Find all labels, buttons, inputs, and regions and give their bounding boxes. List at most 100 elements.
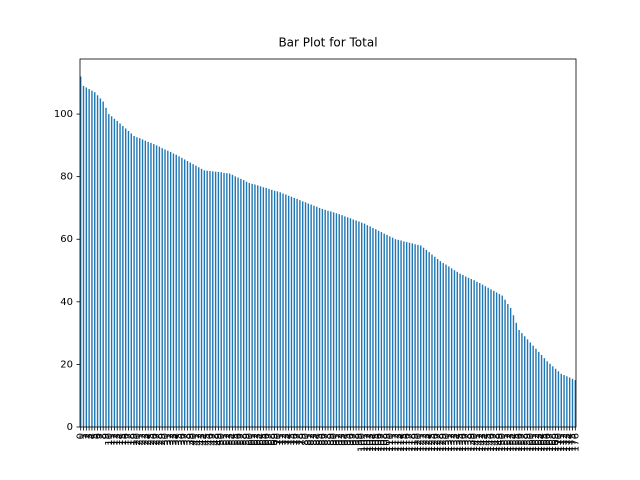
- x-tick-label: 99: [354, 433, 365, 446]
- bar: [183, 159, 186, 427]
- bar: [240, 178, 242, 427]
- x-tick-label: 83: [309, 433, 320, 446]
- x-tick-label: 79: [298, 433, 309, 446]
- bar: [136, 137, 138, 427]
- x-tick-label: 173: [562, 433, 573, 452]
- bar: [366, 225, 369, 427]
- x-tick-label: 13: [112, 433, 123, 446]
- x-tick-label: 147: [489, 433, 500, 452]
- bar: [389, 236, 391, 427]
- bar: [363, 223, 366, 427]
- bar: [383, 233, 385, 427]
- bar: [321, 208, 324, 427]
- bar: [358, 221, 360, 427]
- bar: [450, 268, 453, 427]
- bar: [158, 146, 161, 427]
- bar: [372, 227, 374, 427]
- bar: [335, 213, 338, 427]
- bar: [113, 118, 116, 427]
- bar: [563, 375, 565, 427]
- x-tick-label: 158: [520, 433, 531, 452]
- x-tick-label: 110: [385, 433, 396, 452]
- bar: [96, 95, 99, 427]
- x-tick-label: 136: [458, 433, 469, 452]
- x-tick-label: 91: [331, 433, 342, 446]
- bar: [324, 209, 326, 427]
- x-tick-label: 81: [303, 433, 314, 446]
- bar: [102, 101, 104, 427]
- bar: [130, 133, 132, 427]
- bar: [375, 229, 377, 427]
- bar: [476, 281, 478, 427]
- x-tick-label: 159: [523, 433, 534, 452]
- x-tick-label: 30: [160, 433, 171, 446]
- x-tick-label: 84: [312, 433, 323, 446]
- bar: [400, 240, 402, 427]
- bar: [445, 264, 447, 427]
- y-tick-label: 0: [67, 422, 73, 433]
- bar: [195, 165, 197, 427]
- bar: [282, 193, 284, 427]
- x-tick-label: 172: [559, 433, 570, 452]
- bar: [99, 98, 102, 427]
- x-tick-label: 95: [343, 433, 354, 446]
- bar: [557, 371, 560, 427]
- bar: [147, 141, 149, 427]
- x-tick-label: 92: [334, 433, 345, 446]
- bar: [257, 185, 259, 427]
- bar: [417, 244, 419, 427]
- x-tick-label: 9: [101, 433, 112, 439]
- bar: [248, 182, 251, 427]
- bar: [338, 214, 340, 427]
- bar: [265, 187, 267, 427]
- bar: [153, 144, 155, 427]
- x-tick-label: 2: [81, 433, 92, 439]
- bar: [212, 171, 214, 427]
- x-tick-label: 106: [374, 433, 385, 452]
- bar: [571, 378, 574, 427]
- x-tick-label: 146: [486, 433, 497, 452]
- x-tick-label: 151: [500, 433, 511, 452]
- bar: [330, 211, 332, 427]
- bar: [540, 355, 543, 427]
- bar: [361, 222, 363, 427]
- x-tick-label: 128: [435, 433, 446, 452]
- bar: [507, 304, 509, 427]
- x-tick-label: 164: [537, 433, 548, 452]
- bar: [290, 196, 293, 427]
- x-tick-label: 145: [483, 433, 494, 452]
- bar: [349, 218, 352, 427]
- bar: [262, 187, 265, 427]
- x-tick-label: 22: [138, 433, 149, 446]
- bar: [189, 162, 192, 427]
- x-tick-label: 174: [565, 433, 576, 452]
- bar: [543, 358, 546, 427]
- x-tick-label: 143: [478, 433, 489, 452]
- bar: [273, 190, 276, 427]
- x-tick-label: 90: [329, 433, 340, 446]
- x-tick-label: 113: [393, 433, 404, 452]
- x-tick-label: 68: [267, 433, 278, 446]
- bar: [344, 216, 346, 427]
- bar: [203, 170, 206, 427]
- x-tick-label: 59: [242, 433, 253, 446]
- bar: [217, 171, 220, 427]
- x-tick-label: 38: [182, 433, 193, 446]
- x-tick-label: 148: [492, 433, 503, 452]
- bar: [456, 271, 458, 427]
- x-tick-label: 76: [289, 433, 300, 446]
- x-tick-label: 77: [292, 433, 303, 446]
- x-tick-label: 31: [163, 433, 174, 446]
- bar: [150, 142, 152, 427]
- bar: [116, 120, 118, 428]
- x-tick-label: 103: [365, 433, 376, 452]
- x-tick-label: 33: [168, 433, 179, 446]
- x-tick-label: 163: [534, 433, 545, 452]
- bar: [186, 161, 189, 427]
- x-tick-label: 125: [427, 433, 438, 452]
- bar: [560, 373, 562, 427]
- x-tick-label: 78: [295, 433, 306, 446]
- bar: [529, 342, 532, 427]
- bar: [509, 308, 512, 427]
- x-tick-label: 130: [441, 433, 452, 452]
